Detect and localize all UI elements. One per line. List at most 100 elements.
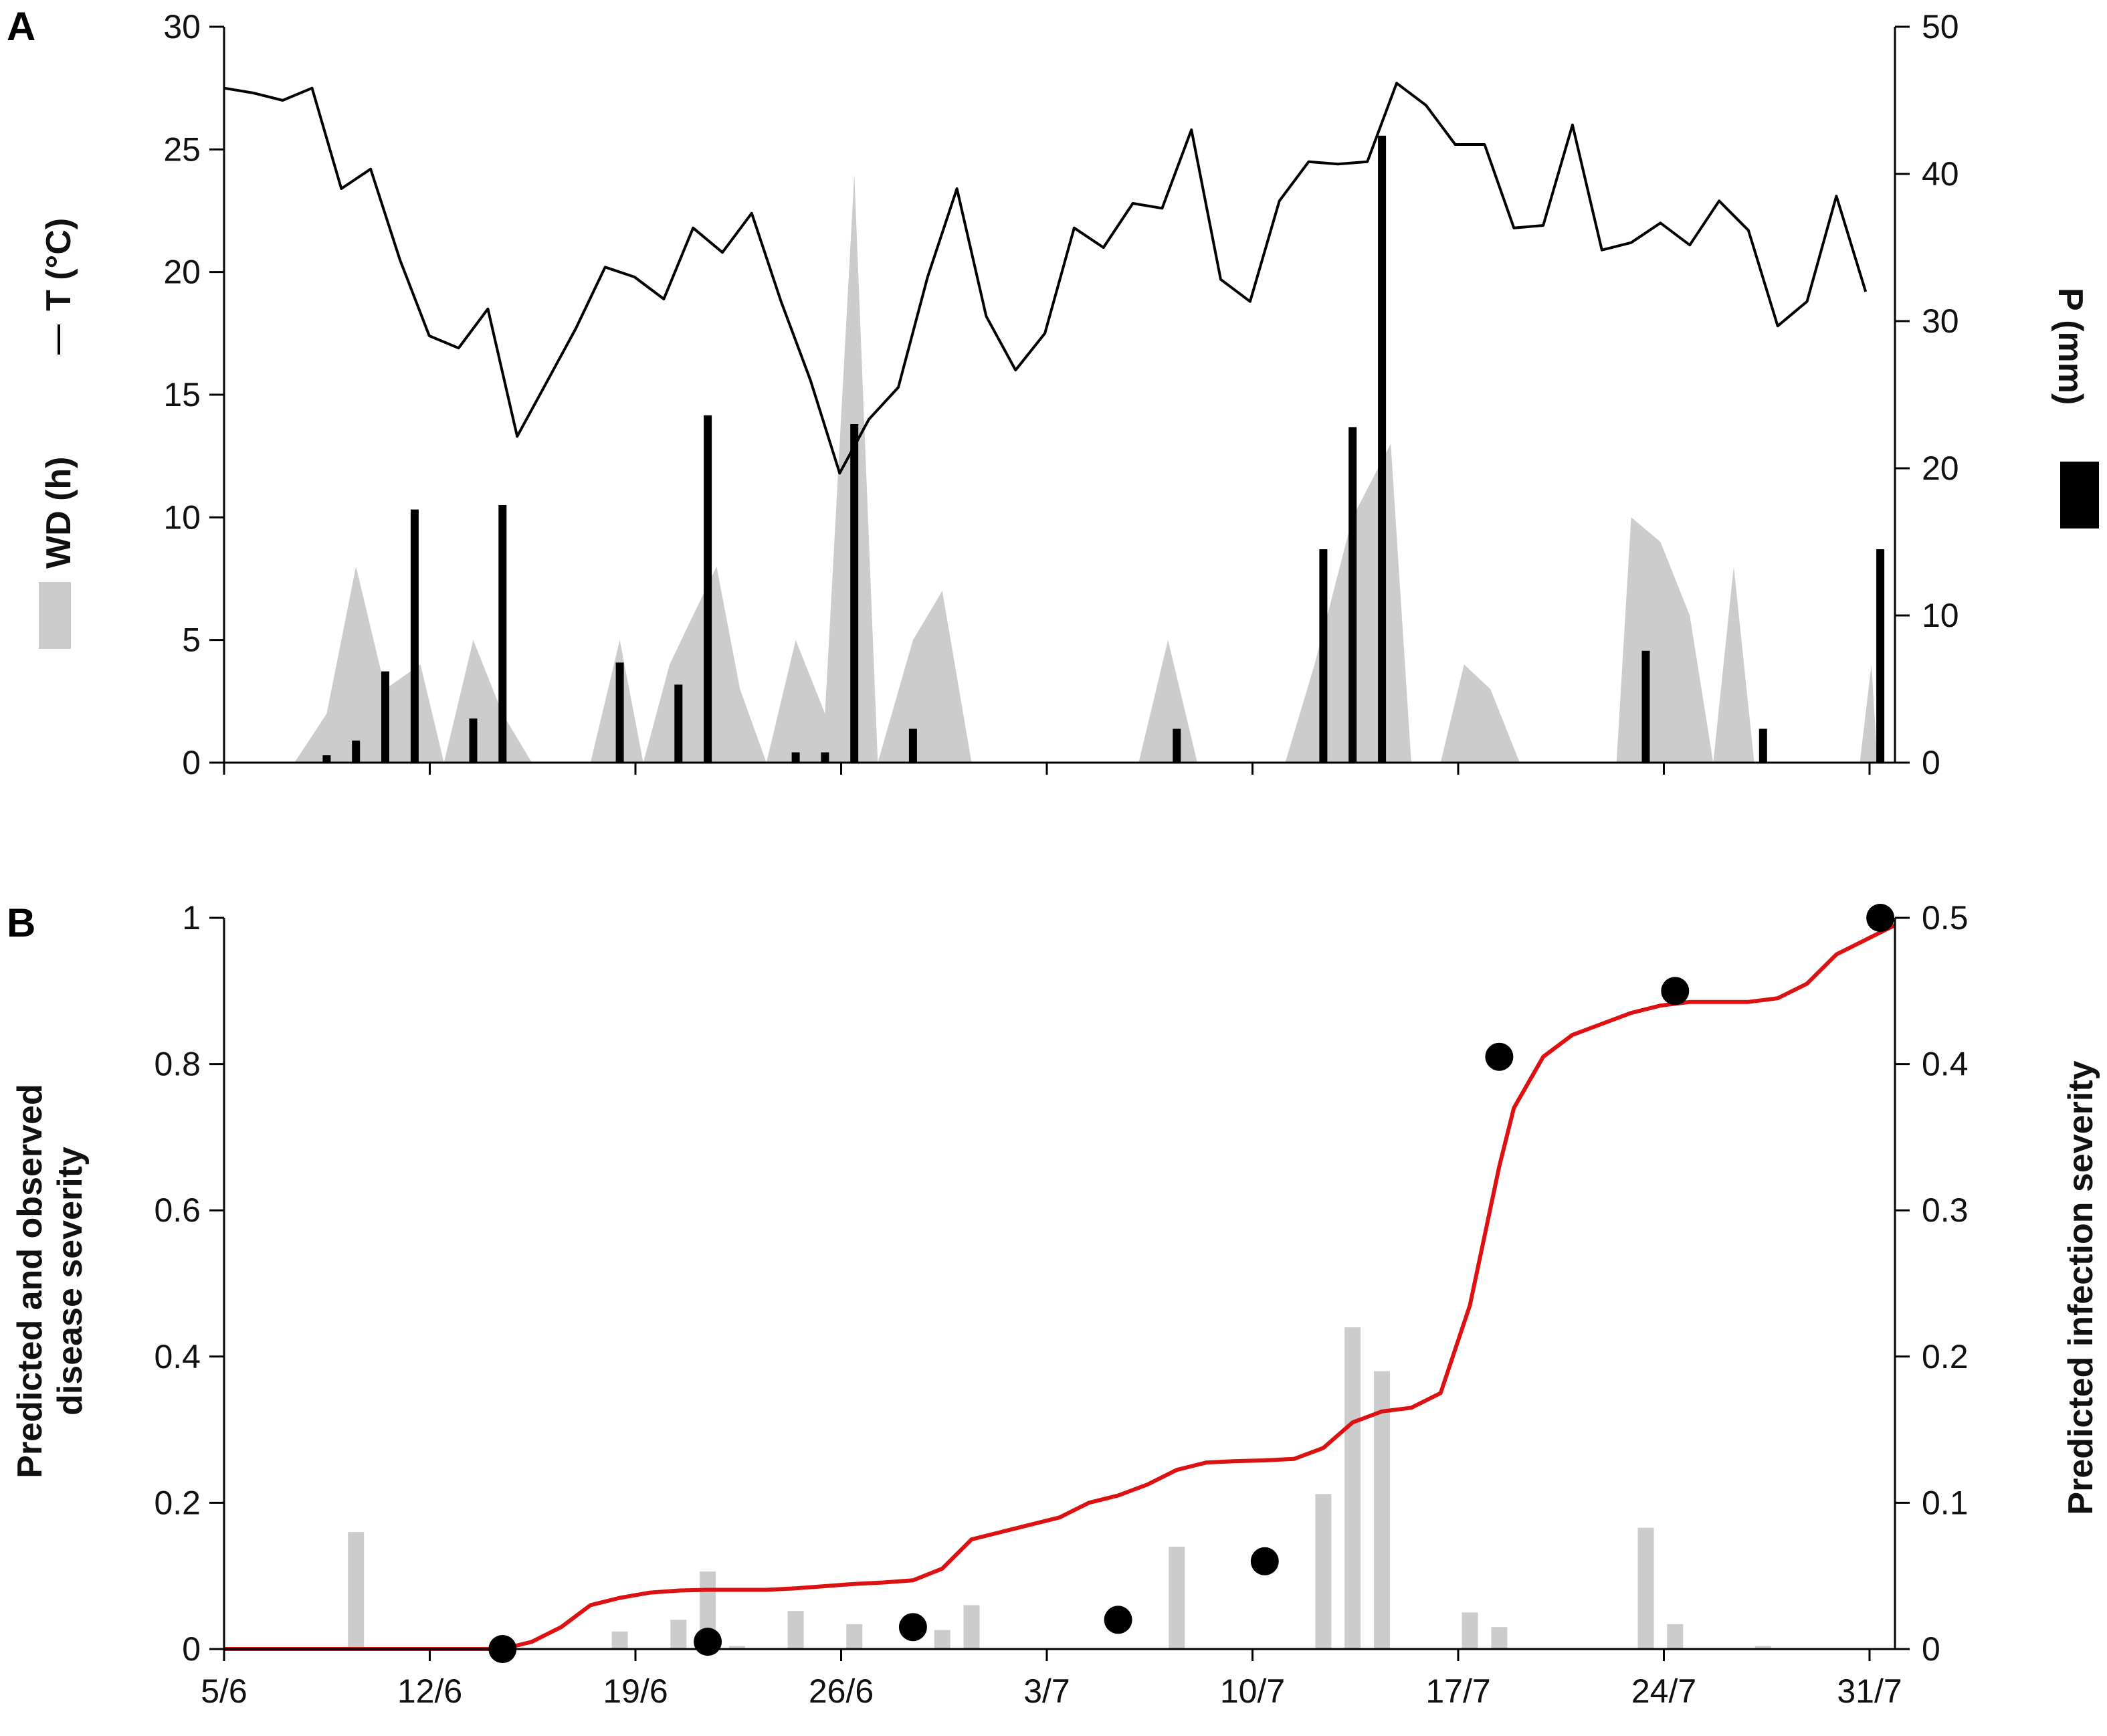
precipitation-bar <box>381 671 389 763</box>
left-tick-label: 15 <box>163 376 201 413</box>
infection-bar <box>670 1620 687 1649</box>
p-legend-swatch <box>2060 462 2099 528</box>
observed-point <box>1661 977 1690 1005</box>
precipitation-bar <box>821 752 829 763</box>
panel-b-axis-titles: Predicted and observed disease severity Pr… <box>11 1060 2100 1515</box>
panel-a-axes: 0 5 10 15 20 25 30 0 10 20 30 40 50 <box>163 8 1959 781</box>
infection-bar <box>963 1605 980 1649</box>
right-tick-label: 40 <box>1922 155 1959 193</box>
left-tick-label: 0.4 <box>154 1338 201 1375</box>
precipitation-bar <box>704 415 712 763</box>
observed-point <box>1866 904 1895 932</box>
left-tick-label: 5 <box>182 621 201 659</box>
wd-area-layer <box>294 174 1878 763</box>
precipitation-bar <box>498 505 507 763</box>
temperature-line <box>223 82 1868 475</box>
precipitation-bar <box>850 424 859 763</box>
right-tick-label: 10 <box>1922 597 1959 634</box>
x-tick-label: 19/6 <box>603 1672 668 1710</box>
infection-bar <box>1344 1327 1361 1649</box>
x-tick-label: 12/6 <box>397 1672 462 1710</box>
left-tick-label: 0.6 <box>154 1191 201 1229</box>
temperature-line-layer <box>223 82 1868 475</box>
panel-b-label: B <box>7 900 35 945</box>
observed-point <box>1485 1042 1514 1071</box>
precipitation-bar <box>1378 135 1387 763</box>
infection-bar <box>611 1631 628 1649</box>
precipitation-bar <box>674 684 683 763</box>
right-tick-label: 50 <box>1922 8 1959 45</box>
precipitation-bar <box>1641 650 1650 763</box>
left-tick-label: 30 <box>163 8 201 45</box>
right-tick-label: 0.1 <box>1922 1484 1969 1521</box>
infection-bar <box>1667 1624 1684 1649</box>
panel-b: B 0 0.2 0.4 0.6 0.8 1 0 0.1 0.2 0.3 0.4 0.5 5/6 12/6 1… <box>7 899 2100 1710</box>
right-tick-label: 20 <box>1922 450 1959 487</box>
infection-bars-layer <box>348 1327 1771 1649</box>
left-tick-label: 1 <box>182 899 201 937</box>
infection-bar <box>934 1630 950 1649</box>
panel-a: A 0 5 10 15 20 25 30 0 10 20 30 40 50 T (°C) WD (h) P … <box>7 4 2099 781</box>
observed-point <box>898 1613 927 1642</box>
predicted-severity-line <box>224 923 1896 1651</box>
infection-bar <box>1637 1527 1654 1649</box>
observed-points-layer <box>488 904 1895 1663</box>
precipitation-bar <box>352 741 361 763</box>
infection-bar <box>1374 1371 1391 1649</box>
precipitation-bar <box>1876 549 1885 763</box>
precipitation-bar <box>908 729 917 763</box>
precipitation-bar <box>410 509 419 763</box>
left-tick-label: 0.2 <box>154 1484 201 1521</box>
right-tick-label: 0 <box>1922 744 1940 781</box>
panel-a-axis-titles: T (°C) WD (h) P (mm) <box>39 218 2099 649</box>
severity-axis-title-line2: disease severity <box>51 1147 90 1416</box>
left-tick-label: 0.8 <box>154 1046 201 1083</box>
infection-bar <box>1491 1627 1508 1649</box>
left-tick-label: 10 <box>163 498 201 536</box>
right-tick-label: 0.3 <box>1922 1191 1969 1229</box>
infection-bar <box>1315 1494 1332 1649</box>
infection-bar <box>787 1611 804 1649</box>
right-tick-label: 0 <box>1922 1630 1940 1668</box>
observed-point <box>1250 1547 1279 1575</box>
x-tick-label: 31/7 <box>1837 1672 1902 1710</box>
infection-bar <box>1754 1646 1771 1649</box>
x-tick-label: 17/7 <box>1425 1672 1490 1710</box>
precipitation-bar <box>1319 549 1328 763</box>
right-tick-label: 30 <box>1922 302 1959 340</box>
right-tick-label: 0.2 <box>1922 1338 1969 1375</box>
left-tick-label: 0 <box>182 744 201 781</box>
x-tick-label: 5/6 <box>201 1672 247 1710</box>
t-axis-title: T (°C) <box>39 218 78 311</box>
panel-a-label: A <box>7 4 35 49</box>
panel-b-axes: 0 0.2 0.4 0.6 0.8 1 0 0.1 0.2 0.3 0.4 0.5 5/6 12/6 19/… <box>154 899 1968 1710</box>
infection-axis-title: Predicted infection severity <box>2062 1060 2100 1515</box>
observed-point <box>694 1628 722 1656</box>
wd-legend-swatch <box>39 582 71 649</box>
infection-bar <box>1169 1547 1185 1649</box>
left-tick-label: 25 <box>163 130 201 168</box>
right-tick-label: 0.5 <box>1922 899 1969 937</box>
precipitation-bar <box>1348 427 1357 763</box>
right-tick-label: 0.4 <box>1922 1046 1969 1083</box>
precipitation-bar <box>469 718 478 763</box>
x-tick-label: 24/7 <box>1631 1672 1696 1710</box>
x-tick-label: 26/6 <box>809 1672 874 1710</box>
precipitation-bar <box>615 662 624 763</box>
x-tick-label: 3/7 <box>1023 1672 1070 1710</box>
x-tick-label: 10/7 <box>1220 1672 1285 1710</box>
severity-line-layer <box>224 923 1896 1651</box>
left-tick-label: 20 <box>163 254 201 291</box>
infection-bar <box>728 1646 745 1649</box>
p-axis-title: P (mm) <box>2051 288 2090 405</box>
wd-axis-title: WD (h) <box>39 457 78 569</box>
infection-bar <box>846 1624 863 1649</box>
precipitation-bar <box>322 755 331 763</box>
observed-point <box>1104 1606 1132 1634</box>
infection-bar <box>348 1532 365 1649</box>
precipitation-bar <box>1759 729 1767 763</box>
precipitation-bars-layer <box>322 135 1885 763</box>
infection-bar <box>1462 1612 1478 1649</box>
severity-axis-title-line1: Predicted and observed <box>11 1084 49 1478</box>
